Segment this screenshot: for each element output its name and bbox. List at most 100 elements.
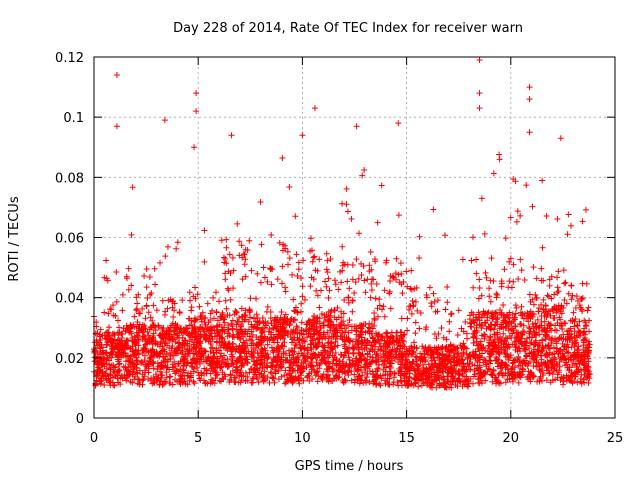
data-point	[222, 297, 229, 304]
chart-title: Day 228 of 2014, Rate Of TEC Index for r…	[173, 21, 523, 36]
data-point	[519, 365, 526, 372]
data-point	[97, 380, 104, 387]
data-point	[434, 297, 441, 304]
data-point	[381, 353, 388, 360]
data-point	[359, 339, 366, 346]
data-point	[174, 324, 181, 331]
data-point	[459, 372, 466, 379]
data-point	[157, 339, 164, 346]
data-point	[228, 372, 235, 379]
data-point	[103, 329, 110, 336]
data-point	[136, 367, 143, 374]
data-point	[268, 232, 275, 239]
data-point	[233, 321, 240, 328]
data-point	[213, 289, 220, 296]
data-point	[282, 288, 289, 295]
data-point	[470, 311, 477, 318]
data-point	[506, 333, 513, 340]
data-point	[543, 367, 550, 374]
data-point	[324, 344, 331, 351]
data-point	[171, 358, 178, 365]
data-point	[492, 342, 499, 349]
data-point	[359, 172, 366, 179]
data-point	[126, 371, 133, 378]
data-point	[347, 337, 354, 344]
data-point	[406, 345, 413, 352]
data-point	[504, 353, 511, 360]
data-point	[364, 350, 371, 357]
data-point	[322, 348, 329, 355]
data-point	[270, 375, 277, 382]
data-point	[257, 360, 264, 367]
data-point	[225, 322, 232, 329]
data-point	[287, 318, 294, 325]
data-point	[443, 336, 450, 343]
data-point	[383, 333, 390, 340]
y-tick-label: 0.02	[55, 352, 84, 367]
data-point	[194, 316, 201, 323]
data-point	[298, 308, 305, 315]
data-point	[518, 312, 525, 319]
data-point	[174, 239, 181, 246]
data-point	[520, 322, 527, 329]
data-point	[409, 350, 416, 357]
data-point	[498, 280, 505, 287]
data-point	[299, 132, 306, 139]
data-point	[129, 343, 136, 350]
data-point	[389, 273, 396, 280]
data-point	[278, 373, 285, 380]
data-point	[181, 376, 188, 383]
data-point	[533, 363, 540, 370]
data-point	[499, 319, 506, 326]
data-point	[331, 325, 338, 332]
data-point	[113, 72, 120, 79]
data-point	[144, 328, 151, 335]
data-point	[386, 290, 393, 297]
data-point	[413, 284, 420, 291]
data-point	[388, 357, 395, 364]
data-point	[98, 377, 105, 384]
data-point	[510, 318, 517, 325]
data-point	[400, 338, 407, 345]
data-point	[171, 300, 178, 307]
data-point	[204, 323, 211, 330]
data-point	[220, 376, 227, 383]
data-point	[390, 353, 397, 360]
data-point	[458, 357, 465, 364]
data-point	[175, 340, 182, 347]
data-point	[427, 352, 434, 359]
data-point	[293, 251, 300, 258]
data-point	[323, 283, 330, 290]
data-point	[140, 347, 147, 354]
data-point	[493, 348, 500, 355]
data-point	[565, 350, 572, 357]
data-point	[219, 338, 226, 345]
data-point	[320, 322, 327, 329]
data-point	[238, 322, 245, 329]
data-point	[326, 322, 333, 329]
data-point	[139, 371, 146, 378]
data-point	[314, 328, 321, 335]
data-point	[484, 314, 491, 321]
data-point	[449, 369, 456, 376]
data-point	[282, 242, 289, 249]
data-point	[488, 371, 495, 378]
data-point	[455, 350, 462, 357]
data-point	[493, 294, 500, 301]
data-point	[239, 313, 246, 320]
data-point	[406, 370, 413, 377]
data-point	[510, 176, 517, 183]
data-point	[448, 384, 455, 391]
data-point	[487, 298, 494, 305]
data-point	[376, 296, 383, 303]
data-point	[343, 201, 350, 208]
data-point	[248, 342, 255, 349]
data-point	[393, 354, 400, 361]
data-point	[476, 352, 483, 359]
data-point	[497, 323, 504, 330]
data-point	[257, 279, 264, 286]
data-point	[537, 373, 544, 380]
data-point	[460, 363, 467, 370]
data-point	[547, 345, 554, 352]
data-point	[339, 364, 346, 371]
